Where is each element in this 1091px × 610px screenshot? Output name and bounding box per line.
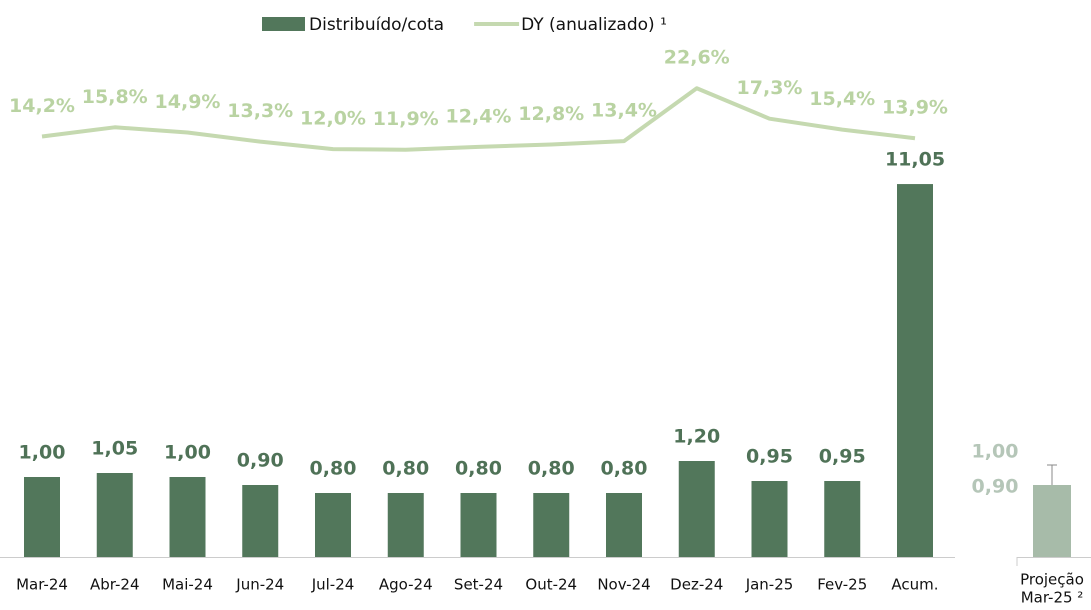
data-label: 13,4% xyxy=(591,100,657,122)
data-label: 0,95 xyxy=(819,446,866,468)
bar xyxy=(387,493,424,557)
x-tick-label: Mai-24 xyxy=(162,576,213,594)
data-label: 12,8% xyxy=(518,103,584,125)
x-tick-label: Set-24 xyxy=(454,576,503,594)
data-label: 15,8% xyxy=(82,86,148,108)
legend-label: Distribuído/cota xyxy=(309,15,444,35)
bar xyxy=(315,493,351,557)
data-label: 0,80 xyxy=(382,458,429,480)
data-label: 12,4% xyxy=(446,105,512,127)
bar xyxy=(751,481,788,557)
data-label: 22,6% xyxy=(664,47,730,69)
data-label: 1,00 xyxy=(19,442,66,464)
data-label: 0,80 xyxy=(455,458,502,480)
x-tick-label: Acum. xyxy=(891,576,938,594)
legend-label: DY (anualizado) ¹ xyxy=(521,15,667,35)
x-tick-label: Jul-24 xyxy=(311,576,355,594)
data-label: 0,95 xyxy=(746,446,793,468)
projection-bar xyxy=(1033,485,1071,557)
x-tick-label: Jun-24 xyxy=(235,576,284,594)
x-tick-label: Abr-24 xyxy=(90,576,140,594)
x-tick-label: Out-24 xyxy=(525,576,577,594)
bar xyxy=(24,477,60,557)
data-label: 17,3% xyxy=(737,77,803,99)
data-label: 15,4% xyxy=(809,88,875,110)
data-label: 0,80 xyxy=(601,458,648,480)
data-label: 0,80 xyxy=(310,458,357,480)
x-tick-label: Fev-25 xyxy=(817,576,867,594)
x-tick-label: Ago-24 xyxy=(379,576,433,594)
bar xyxy=(460,493,497,557)
bar xyxy=(96,473,133,557)
bar xyxy=(242,485,279,557)
x-tick-label: Jan-25 xyxy=(745,576,794,594)
bar xyxy=(533,493,570,557)
legend-swatch xyxy=(262,17,305,31)
x-tick-label: Mar-24 xyxy=(16,576,68,594)
bar xyxy=(678,461,715,557)
projection-label: 1,00 xyxy=(972,441,1019,463)
bar xyxy=(169,477,206,557)
bar xyxy=(824,481,861,557)
data-label: 12,0% xyxy=(300,108,366,130)
data-label: 11,9% xyxy=(373,108,439,130)
bar xyxy=(897,184,933,557)
data-label: 14,9% xyxy=(155,91,221,113)
data-label: 14,2% xyxy=(9,95,75,117)
data-label: 1,00 xyxy=(164,442,211,464)
data-label: 13,9% xyxy=(882,97,948,119)
bar xyxy=(606,493,642,557)
data-label: 0,80 xyxy=(528,458,575,480)
data-label: 0,90 xyxy=(237,450,284,472)
projection-category: Mar-25 ² xyxy=(1021,589,1084,607)
data-label: 1,05 xyxy=(91,438,138,460)
projection-category: Projeção xyxy=(1020,571,1084,589)
x-tick-label: Nov-24 xyxy=(597,576,650,594)
data-label: 1,20 xyxy=(673,426,720,448)
data-label: 13,3% xyxy=(227,100,293,122)
x-tick-label: Dez-24 xyxy=(670,576,723,594)
projection-label: 0,90 xyxy=(972,476,1019,498)
data-label: 11,05 xyxy=(885,149,945,171)
line xyxy=(41,86,916,152)
